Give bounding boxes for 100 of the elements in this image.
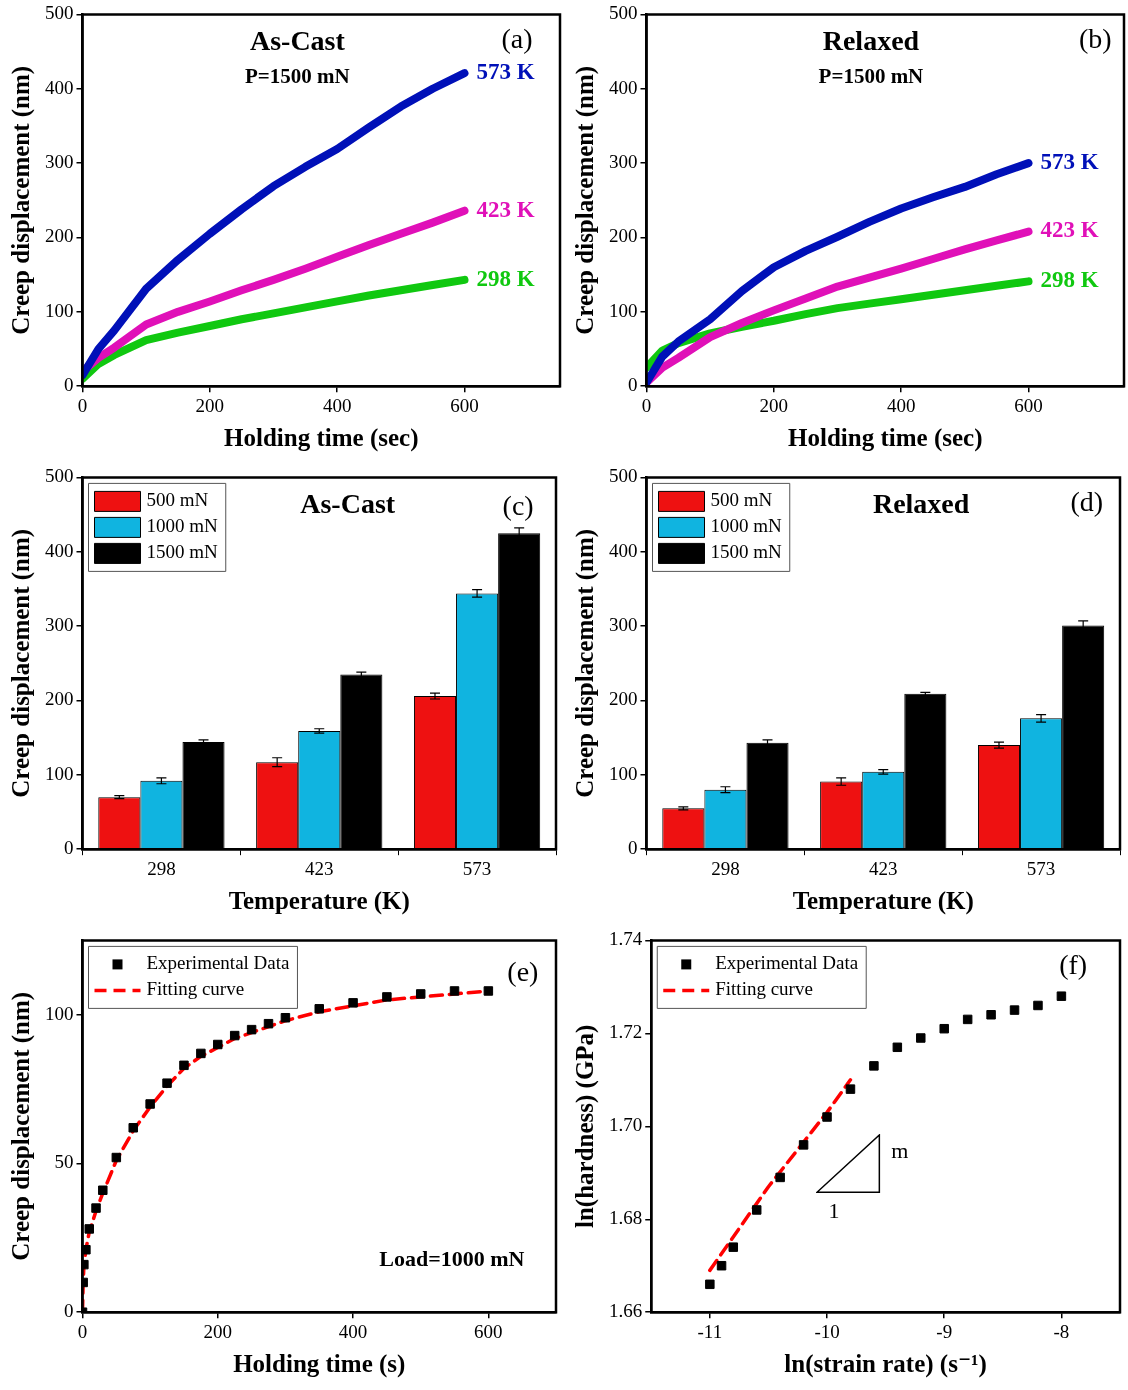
point	[280, 1012, 291, 1023]
y-axis-title: Creep displacement (nm)	[571, 528, 600, 798]
chart-title: As-Cast	[300, 487, 396, 519]
point	[869, 1061, 879, 1071]
point	[145, 1099, 155, 1109]
point	[246, 1024, 257, 1035]
x-tick-label: 423	[305, 857, 334, 879]
legend-label: Experimental Data	[715, 952, 859, 974]
annotation: (b)	[1079, 22, 1112, 54]
x-tick-label: -11	[697, 1320, 723, 1342]
y-tick-label: 400	[609, 76, 638, 98]
y-tick-label: 200	[45, 225, 74, 247]
point	[128, 1123, 138, 1133]
y-tick-label: 100	[609, 299, 638, 321]
point	[1033, 1000, 1043, 1011]
point	[229, 1030, 240, 1041]
x-tick-label: -10	[814, 1320, 840, 1342]
y-tick-label: 200	[609, 688, 638, 710]
point	[892, 1042, 903, 1053]
legend-label: Fitting curve	[715, 978, 813, 1000]
y-tick-label: 300	[609, 614, 638, 636]
point	[798, 1140, 809, 1150]
annotation: 1	[828, 1197, 840, 1223]
x-tick-label: 600	[1014, 394, 1043, 416]
annotation: Load=1000 mN	[379, 1245, 525, 1271]
y-tick-label: 0	[64, 374, 74, 396]
y-axis-title: Creep displacement (nm)	[7, 991, 36, 1261]
x-axis-title: Temperature (K)	[228, 887, 410, 916]
x-axis-title: ln(strain rate) (s⁻¹)	[784, 1350, 987, 1379]
y-tick-label: 1.72	[609, 1021, 643, 1043]
point	[415, 989, 426, 999]
annotation: (c)	[502, 489, 534, 521]
legend-label: 1500 mN	[710, 541, 783, 563]
annotation: (d)	[1070, 485, 1104, 517]
point	[751, 1205, 762, 1215]
annotation: (e)	[507, 956, 539, 988]
y-tick-label: 0	[64, 837, 74, 859]
annotation: (a)	[501, 22, 533, 54]
x-tick-label: 400	[338, 1320, 368, 1342]
y-tick-label: 300	[45, 614, 74, 636]
x-tick-label: 573	[462, 857, 492, 879]
series-label: 298 K	[1040, 267, 1099, 293]
line-series	[708, 1078, 853, 1273]
point	[196, 1048, 206, 1059]
point	[986, 1010, 996, 1020]
y-tick-label: 200	[609, 225, 638, 247]
point	[483, 986, 494, 996]
point	[314, 1004, 324, 1014]
point	[728, 1242, 739, 1252]
x-tick-label: 423	[869, 857, 898, 879]
chart-title: Relaxed	[822, 24, 920, 56]
y-tick-label: 500	[45, 465, 74, 487]
annotation: m	[891, 1138, 909, 1164]
legend-label: 1500 mN	[146, 541, 219, 563]
point	[84, 1224, 95, 1234]
chart-title: Relaxed	[872, 487, 970, 519]
x-tick-label: 298	[711, 857, 740, 879]
y-tick-label: 100	[45, 762, 74, 784]
series-label: 423 K	[476, 196, 535, 222]
x-tick-label: 600	[474, 1320, 503, 1342]
y-tick-label: 1.66	[609, 1300, 643, 1322]
point	[962, 1014, 973, 1025]
point	[213, 1039, 223, 1050]
y-tick-label: 1.68	[609, 1207, 643, 1229]
series-label: 298 K	[476, 265, 535, 291]
y-tick-label: 1.74	[609, 928, 643, 950]
point	[98, 1185, 108, 1195]
series-label: 573 K	[476, 59, 535, 85]
legend-label: 500 mN	[710, 489, 773, 511]
legend-label: 1000 mN	[710, 515, 783, 537]
point	[939, 1023, 949, 1034]
x-tick-label: 400	[886, 394, 916, 416]
annotation: (f)	[1059, 948, 1088, 980]
x-tick-label: 200	[203, 1320, 233, 1342]
y-tick-label: 50	[54, 1151, 74, 1173]
x-tick-label: 573	[1026, 857, 1056, 879]
point	[775, 1172, 785, 1183]
y-axis-title: ln(hardness) (GPa)	[571, 1024, 600, 1229]
point	[1009, 1005, 1020, 1015]
y-tick-label: 100	[45, 1002, 74, 1024]
y-axis-title: Creep displacement (nm)	[571, 65, 600, 335]
point	[449, 986, 460, 996]
legend-label: Fitting curve	[146, 978, 245, 1000]
text: P=1500 mN	[245, 64, 350, 89]
y-tick-label: 200	[45, 688, 74, 710]
legend-label: Experimental Data	[146, 952, 291, 974]
point	[111, 1152, 122, 1163]
y-tick-label: 400	[609, 539, 638, 561]
y-tick-label: 0	[628, 374, 638, 396]
x-axis-title: Holding time (sec)	[788, 424, 983, 453]
x-tick-label: 298	[147, 857, 176, 879]
y-axis-title: Creep displacement (nm)	[7, 65, 36, 335]
point	[705, 1279, 715, 1290]
point	[716, 1260, 727, 1271]
y-tick-label: 500	[609, 2, 638, 24]
x-tick-label: -9	[936, 1320, 953, 1342]
y-tick-label: 300	[45, 151, 74, 173]
point	[91, 1203, 101, 1213]
series-label: 423 K	[1040, 217, 1099, 243]
series-label: 573 K	[1040, 149, 1099, 175]
